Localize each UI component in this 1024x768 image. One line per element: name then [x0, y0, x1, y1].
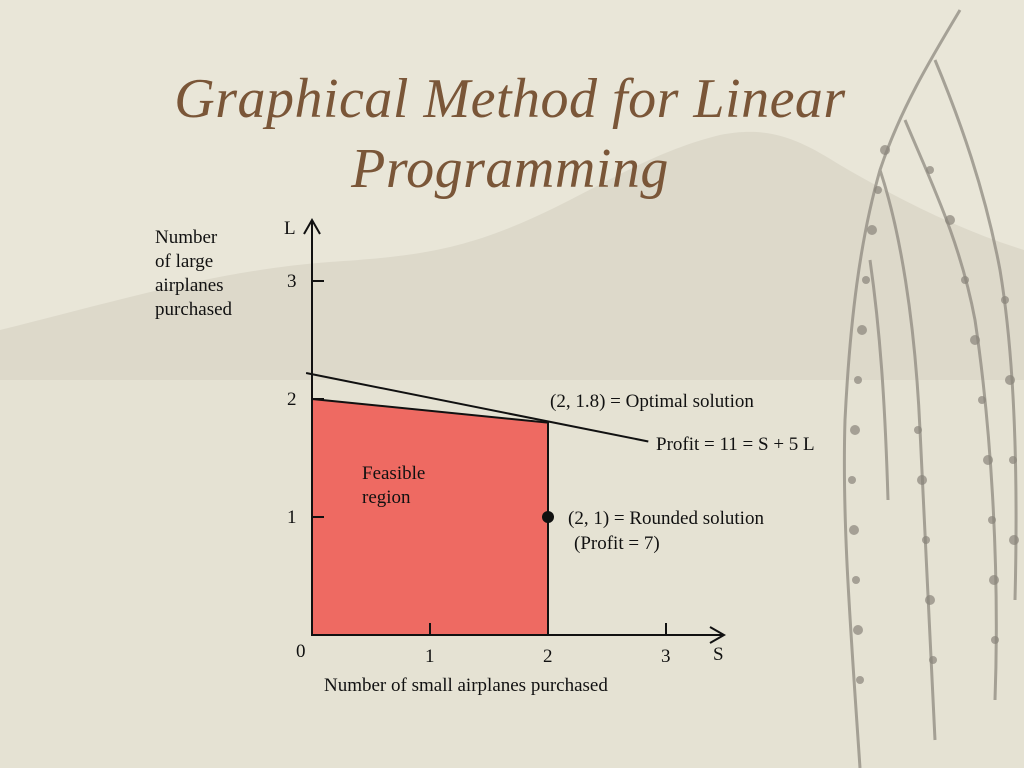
y-axis-label-line-1: Number — [155, 227, 218, 248]
y-tick-label: 2 — [287, 389, 297, 410]
willow-buds — [848, 145, 1019, 684]
feasible-region-label-line-2: region — [362, 487, 411, 508]
slide-title-line-1: Graphical Method for Linear — [174, 68, 846, 130]
rounded-solution-label: (2, 1) = Rounded solution — [568, 508, 764, 529]
mountain-silhouette — [0, 131, 1024, 380]
x-axis-arrow — [709, 626, 727, 644]
x-axis-label: Number of small airplanes purchased — [324, 675, 608, 696]
x-axis-name: S — [713, 644, 724, 665]
feasible-region-label-line-1: Feasible — [362, 463, 425, 484]
y-axis-label-line-3: airplanes — [155, 275, 224, 296]
y-axis-arrow — [303, 217, 321, 235]
x-tick-label: 1 — [425, 646, 435, 667]
x-tick-label: 3 — [661, 646, 671, 667]
profit-line — [305, 372, 649, 443]
x-tick-label: 2 — [543, 646, 553, 667]
y-axis-label-line-4: purchased — [155, 299, 233, 320]
y-axis-name: L — [284, 218, 296, 239]
slide-title: Graphical Method for Linear Programming — [60, 64, 960, 204]
y-tick-label: 3 — [287, 271, 297, 292]
x-tick-label: 0 — [296, 641, 306, 662]
y-axis-label-line-2: of large — [155, 251, 214, 272]
y-tick-label: 1 — [287, 507, 297, 528]
profit-line-label: Profit = 11 = S + 5 L — [656, 434, 815, 455]
y-axis-label: Number of large airplanes purchased — [155, 226, 232, 322]
slide-title-line-2: Programming — [351, 138, 669, 200]
rounded-solution-profit-label: (Profit = 7) — [574, 533, 660, 554]
rounded-solution-point — [542, 511, 554, 523]
optimal-solution-label: (2, 1.8) = Optimal solution — [550, 391, 754, 412]
feasible-region — [311, 397, 549, 636]
